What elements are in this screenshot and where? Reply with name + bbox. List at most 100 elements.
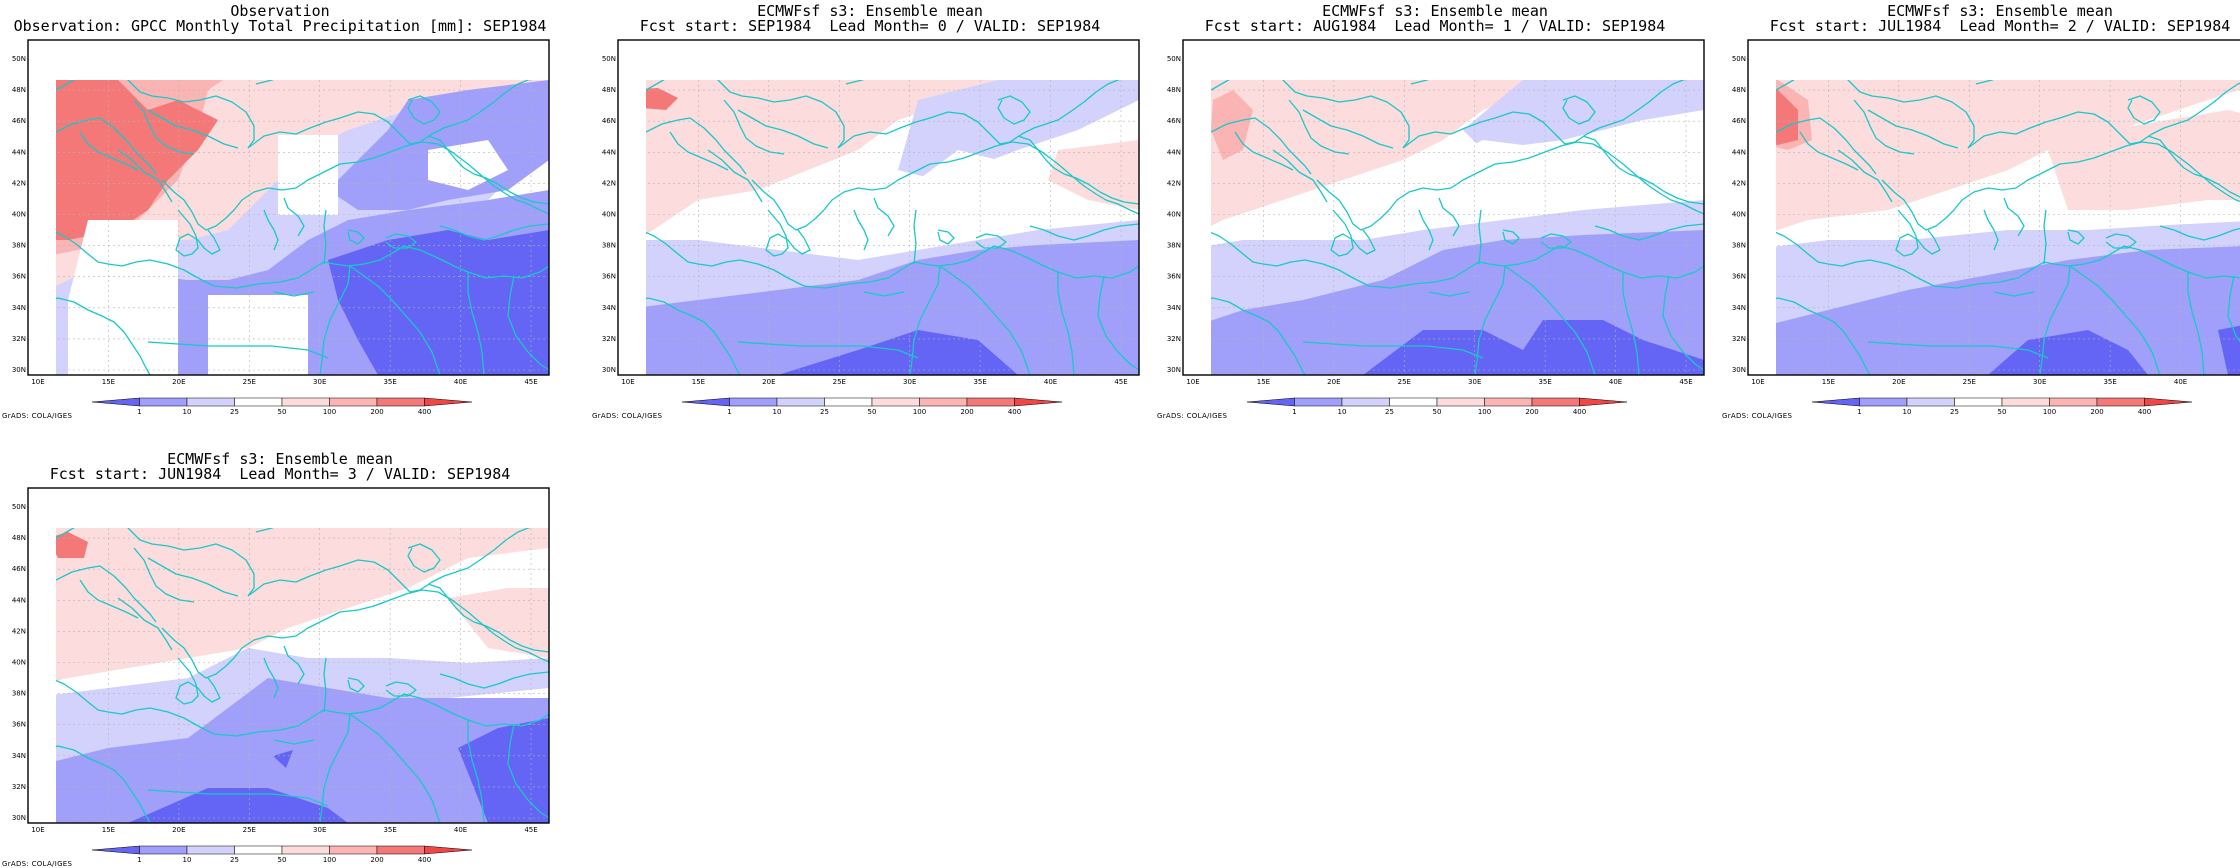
coastline [117, 597, 173, 651]
coastline [1953, 141, 2240, 211]
lat-tick-label: 36N [12, 273, 26, 281]
colorbar-label: 200 [370, 856, 383, 864]
shade-region [1776, 80, 2240, 231]
coastline [213, 261, 335, 289]
lon-tick-label: 40E [2174, 378, 2187, 386]
colorbar-swatch [1954, 397, 2003, 407]
lat-tick-label: 38N [1167, 242, 1181, 250]
coastline [1017, 135, 1140, 205]
lat-tick-label: 30N [1732, 366, 1746, 374]
grads-credit: GrADS: COLA/IGES [592, 412, 663, 420]
coastline [1993, 291, 2035, 297]
coastline [263, 657, 279, 699]
coastline [1316, 179, 1390, 231]
coastline [2147, 135, 2240, 198]
lat-tick-label: 34N [12, 752, 26, 760]
colorbar-label: 200 [960, 408, 973, 416]
coastline [1895, 209, 1941, 257]
colorbar-label: 100 [323, 856, 336, 864]
lat-tick-label: 32N [1732, 335, 1746, 343]
colorbar-swatch [281, 845, 330, 855]
coastline [213, 709, 335, 737]
lat-tick-label: 32N [1167, 335, 1181, 343]
colorbar-label: 50 [1998, 408, 2007, 416]
lon-tick-label: 25E [1398, 378, 1411, 386]
coastline [845, 80, 864, 85]
colorbar-swatch [871, 397, 920, 407]
coastline [2039, 265, 2071, 376]
coastline [117, 149, 173, 203]
colorbar-label: 100 [323, 408, 336, 416]
coastline [717, 80, 845, 149]
panel-title: ECMWFsf s3: Ensemble mean [757, 2, 983, 20]
lon-tick-label: 20E [762, 378, 775, 386]
lon-tick-label: 45E [1114, 378, 1127, 386]
colorbar-swatch [1484, 397, 1533, 407]
colorbar-label: 1 [1857, 408, 1861, 416]
coastline [273, 291, 315, 297]
lat-tick-label: 32N [12, 335, 26, 343]
lon-tick-label: 25E [1963, 378, 1976, 386]
coastline [823, 141, 1140, 215]
coastline [1282, 80, 1410, 149]
lon-tick-label: 35E [383, 826, 396, 834]
coastline [937, 229, 955, 245]
colorbar-swatch [2144, 397, 2193, 407]
coastline [1776, 231, 1935, 287]
lon-tick-label: 25E [833, 378, 846, 386]
panel-subtitle: Fcst start: JUL1984 Lead Month= 2 / VALI… [1769, 17, 2231, 35]
coastline [147, 109, 239, 149]
lat-tick-label: 34N [602, 304, 616, 312]
coastline [1313, 40, 1365, 56]
lat-tick-label: 30N [602, 366, 616, 374]
colorbar: 1 10 25 50 100 200 400 [91, 845, 473, 864]
coastline [2069, 265, 2161, 376]
lon-tick-label: 10E [31, 826, 44, 834]
colorbar-label: 25 [230, 856, 239, 864]
lat-tick-label: 48N [12, 534, 26, 542]
coastline [2105, 233, 2137, 249]
shade-region [646, 80, 1038, 235]
colorbar: 1 10 25 50 100 200 400 [1246, 397, 1628, 416]
coastline [319, 265, 351, 376]
shade-region [1211, 80, 1583, 226]
coastline [923, 245, 1140, 279]
lat-tick-label: 44N [1167, 148, 1181, 156]
colorbar-swatch [2049, 397, 2098, 407]
coastline [467, 272, 485, 376]
lat-tick-label: 30N [12, 814, 26, 822]
coastline [1418, 209, 1434, 251]
coastline [56, 745, 151, 824]
coastline [147, 557, 239, 597]
map-area [646, 80, 1140, 376]
lon-tick-label: 35E [1538, 378, 1551, 386]
colorbar-label: 25 [230, 408, 239, 416]
colorbar: 1 10 25 50 100 200 400 [91, 397, 473, 416]
lat-tick-label: 40N [1167, 211, 1181, 219]
coastline [853, 209, 869, 251]
map-figure: 10E15E20E25E30E35E40E45E30N32N34N36N38N4… [1732, 39, 2240, 416]
coastline [427, 583, 550, 653]
panel-subtitle: Fcst start: SEP1984 Lead Month= 0 / VALI… [639, 17, 1101, 35]
lat-tick-label: 48N [1167, 86, 1181, 94]
map-panel: ECMWFsf s3: Ensemble mean Fcst start: SEP… [590, 0, 1150, 420]
colorbar-swatch [91, 397, 140, 407]
coastline [158, 488, 210, 504]
grads-credit: GrADS: COLA/IGES [1157, 412, 1228, 420]
lat-tick-label: 48N [1732, 86, 1746, 94]
colorbar-label: 10 [183, 408, 192, 416]
lat-tick-label: 42N [12, 627, 26, 635]
lon-tick-label: 20E [1327, 378, 1340, 386]
lon-tick-label: 15E [102, 826, 115, 834]
lon-tick-label: 10E [31, 378, 44, 386]
shade-region [1363, 320, 1704, 375]
colorbar-swatch [681, 397, 730, 407]
coastline [349, 265, 441, 376]
coastline [2159, 225, 2240, 241]
coastline [1582, 135, 1705, 205]
coastline [427, 135, 550, 205]
lat-tick-label: 44N [1732, 148, 1746, 156]
lat-tick-label: 40N [602, 211, 616, 219]
shade-region [1048, 140, 1139, 210]
